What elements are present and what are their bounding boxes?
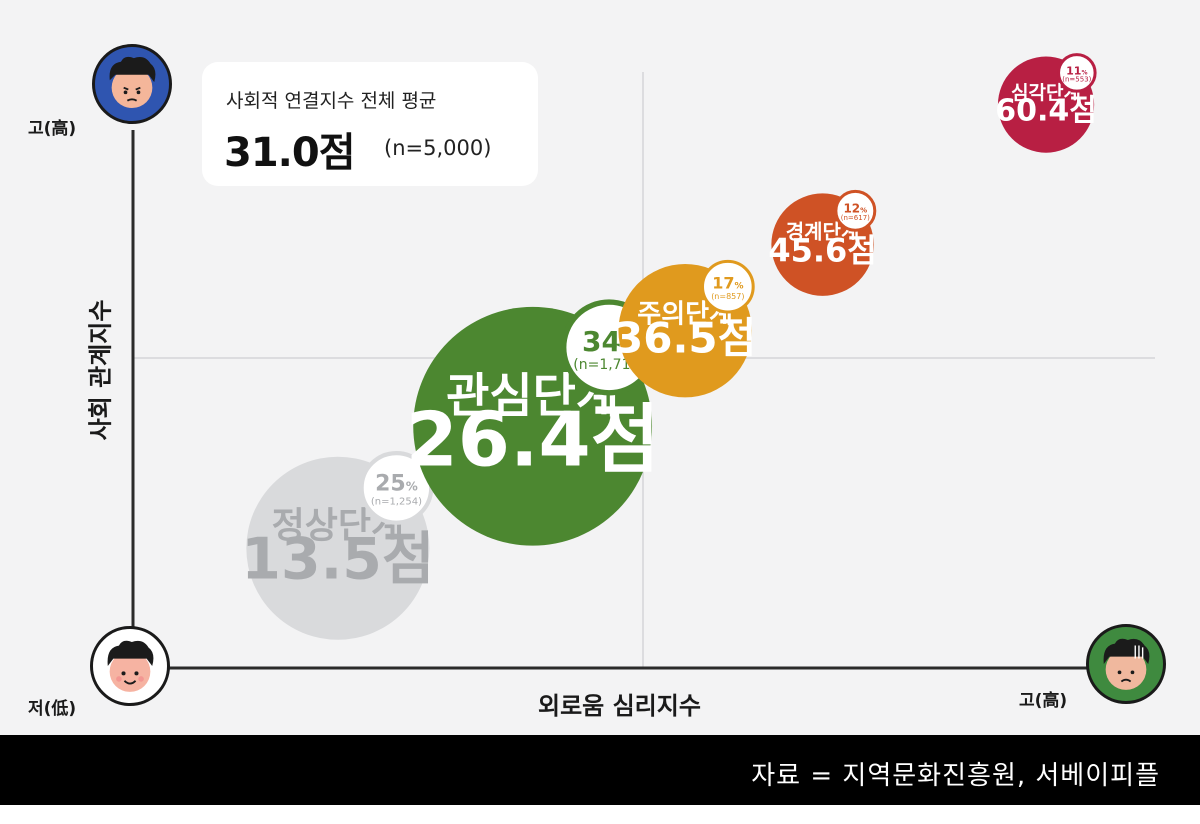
avatar-social-high-icon	[92, 44, 172, 124]
y-axis-high-label: 고(高)	[28, 119, 77, 139]
chart-area: 정상단계13.5점25%(n=1,254)관심단계26.4점34%(n=1,71…	[28, 44, 1166, 720]
avatar-loneliness-high-icon	[1086, 624, 1166, 704]
bubble-5-score-label: 60.4점	[995, 93, 1097, 128]
bubble-4-score-label: 45.6점	[768, 232, 876, 270]
bubble-4-share-badge	[834, 189, 877, 232]
average-summary-card: 사회적 연결지수 전체 평균 31.0점 (n=5,000)	[202, 62, 538, 186]
bubble-2-score-label: 26.4점	[406, 396, 660, 484]
bubble-chart: 정상단계13.5점25%(n=1,254)관심단계26.4점34%(n=1,71…	[131, 53, 1155, 670]
average-summary-sample-size: (n=5,000)	[384, 136, 492, 160]
average-summary-score: 31.0점	[224, 130, 355, 176]
bubble-4-share-pct: 12%	[843, 201, 867, 215]
bubble-4-share-n: (n=617)	[841, 214, 870, 222]
x-axis-high-label: 고(高)	[1019, 691, 1068, 711]
bubble-1-share-pct: 25%	[375, 472, 418, 497]
source-bar: 자료 = 지역문화진흥원, 서베이피플	[0, 735, 1200, 805]
bubble-1-share-n: (n=1,254)	[371, 497, 422, 508]
bubble-5-share-n: (n=553)	[1062, 76, 1091, 84]
bubble-3-share-badge	[700, 259, 755, 314]
bubble-5-share-pct: 11%	[1066, 64, 1087, 77]
average-summary-title: 사회적 연결지수 전체 평균	[226, 90, 437, 112]
bubble-3-share-pct: 17%	[712, 274, 743, 293]
bubble-3-score-label: 36.5점	[614, 314, 756, 363]
y-axis-title: 사회 관계지수	[86, 299, 115, 441]
x-axis-title: 외로움 심리지수	[538, 692, 701, 720]
x-axis-low-label: 저(低)	[28, 699, 77, 719]
bubble-1-score-label: 13.5점	[241, 526, 434, 592]
bottom-strip	[0, 805, 1200, 824]
bubble-3-share-n: (n=857)	[711, 292, 744, 301]
avatar-origin-icon	[90, 626, 170, 706]
bubble-5-share-badge	[1057, 53, 1097, 93]
source-text: 자료 = 지역문화진흥원, 서베이피플	[751, 761, 1160, 791]
